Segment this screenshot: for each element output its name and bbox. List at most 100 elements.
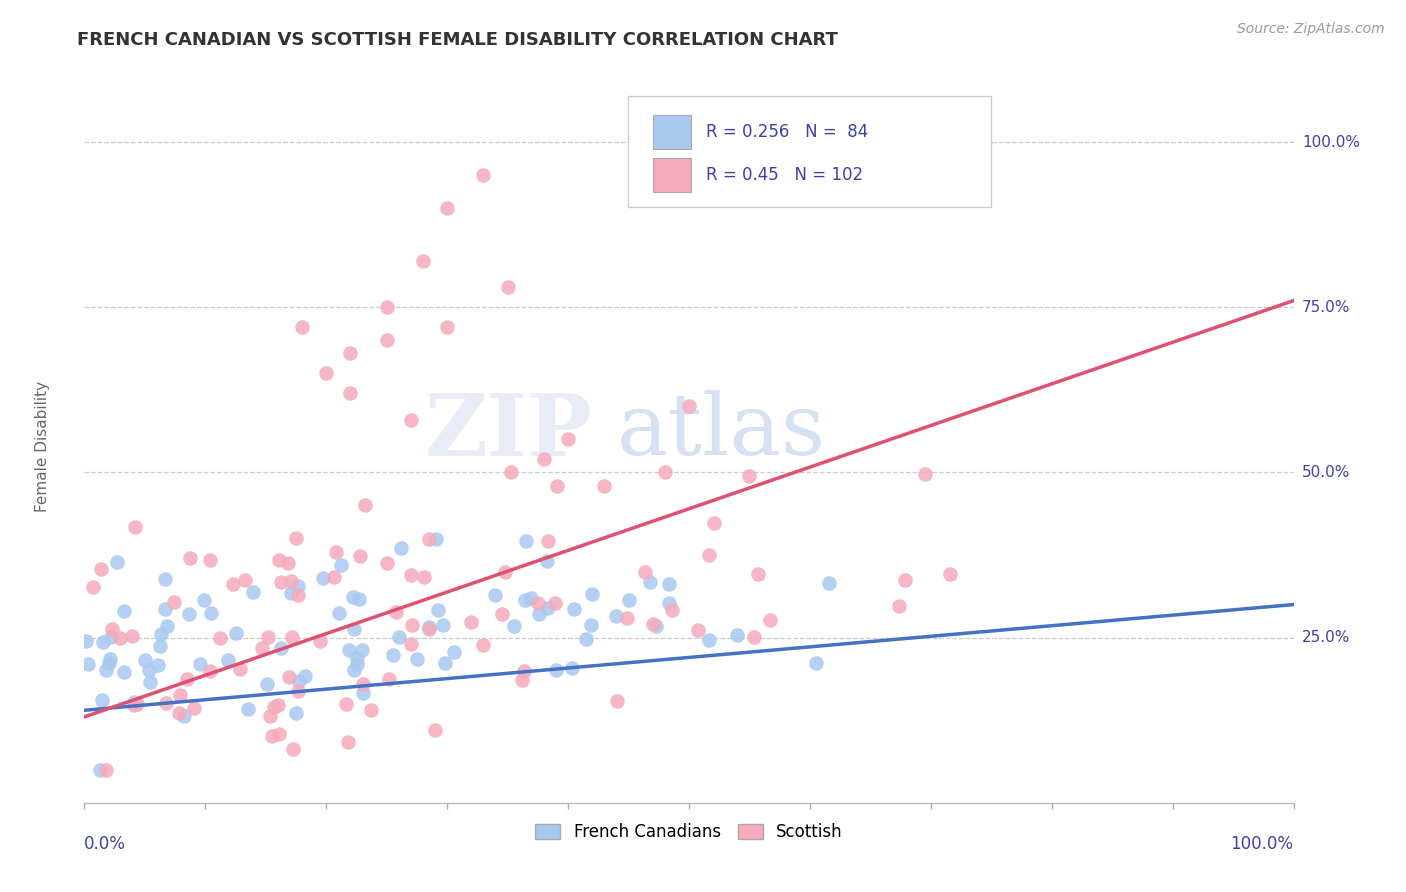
Point (654, 466, 676, 480)
Point (352, 686, 374, 700)
Point (98, 652, 121, 666)
Point (228, 662, 250, 676)
Point (267, 553, 290, 567)
Point (418, 620, 440, 634)
Point (250, 641, 273, 656)
Point (343, 663, 366, 677)
Point (233, 574, 256, 588)
Point (342, 590, 364, 604)
Point (738, 469, 761, 483)
Point (179, 607, 201, 622)
Point (121, 629, 143, 643)
Text: R = 0.256   N =  84: R = 0.256 N = 84 (706, 123, 868, 141)
Point (536, 554, 558, 568)
Point (259, 709, 281, 723)
Point (176, 672, 198, 686)
Point (323, 570, 346, 584)
Point (269, 727, 291, 741)
Point (346, 657, 368, 671)
Point (262, 729, 284, 743)
Point (100, 631, 122, 645)
Point (146, 657, 169, 672)
Point (434, 656, 457, 670)
Point (312, 571, 335, 585)
Point (90, 562, 112, 576)
Point (256, 630, 278, 644)
Point (354, 498, 377, 512)
Point (127, 697, 149, 711)
Point (198, 552, 221, 566)
Point (423, 723, 446, 737)
Point (267, 698, 290, 713)
Point (285, 531, 308, 545)
Point (156, 619, 179, 633)
Text: 25.0%: 25.0% (1302, 630, 1350, 645)
Point (427, 603, 450, 617)
Point (89, 763, 111, 777)
Text: 75.0%: 75.0% (1302, 300, 1350, 315)
Point (330, 558, 353, 572)
Point (287, 588, 309, 602)
Point (515, 533, 537, 548)
Point (236, 702, 259, 716)
Point (725, 628, 748, 642)
Point (401, 618, 423, 632)
Point (217, 653, 239, 667)
Point (122, 698, 145, 712)
Point (472, 168, 495, 182)
Point (134, 653, 156, 667)
Point (124, 520, 146, 534)
Text: atlas: atlas (616, 390, 825, 474)
Point (149, 640, 172, 654)
Point (515, 593, 537, 607)
Point (471, 638, 494, 652)
Point (375, 333, 398, 347)
Point (617, 592, 640, 607)
Point (339, 346, 361, 360)
Point (76, 657, 98, 672)
Text: Source: ZipAtlas.com: Source: ZipAtlas.com (1237, 22, 1385, 37)
Point (337, 643, 360, 657)
Point (281, 630, 304, 644)
Point (287, 684, 309, 698)
Point (385, 606, 408, 620)
Point (413, 570, 436, 584)
Point (163, 594, 186, 608)
Point (96, 663, 118, 677)
Point (491, 607, 513, 622)
Text: 50.0%: 50.0% (1302, 465, 1350, 480)
Point (638, 574, 661, 589)
Point (593, 478, 616, 492)
Point (494, 565, 516, 579)
Point (436, 201, 458, 215)
Point (561, 661, 583, 675)
Point (378, 672, 401, 686)
Point (581, 618, 603, 632)
Point (335, 698, 357, 712)
Point (661, 602, 683, 616)
Point (346, 651, 368, 665)
Point (375, 556, 398, 570)
Text: 0.0%: 0.0% (84, 835, 127, 853)
Point (399, 568, 422, 582)
Point (658, 577, 681, 591)
Point (893, 573, 915, 587)
Point (575, 632, 598, 646)
Text: Female Disability: Female Disability (35, 380, 49, 512)
Point (97, 656, 120, 670)
Point (155, 696, 177, 710)
Point (537, 601, 560, 615)
Point (96, 763, 118, 777)
Point (325, 545, 347, 559)
Point (399, 412, 422, 426)
Point (425, 532, 447, 546)
Point (513, 665, 536, 679)
Point (153, 602, 176, 616)
FancyBboxPatch shape (652, 158, 692, 192)
Point (546, 663, 568, 677)
Point (418, 532, 440, 546)
Point (179, 551, 201, 566)
Point (105, 555, 128, 569)
Text: ZIP: ZIP (425, 390, 592, 474)
Point (939, 567, 962, 582)
